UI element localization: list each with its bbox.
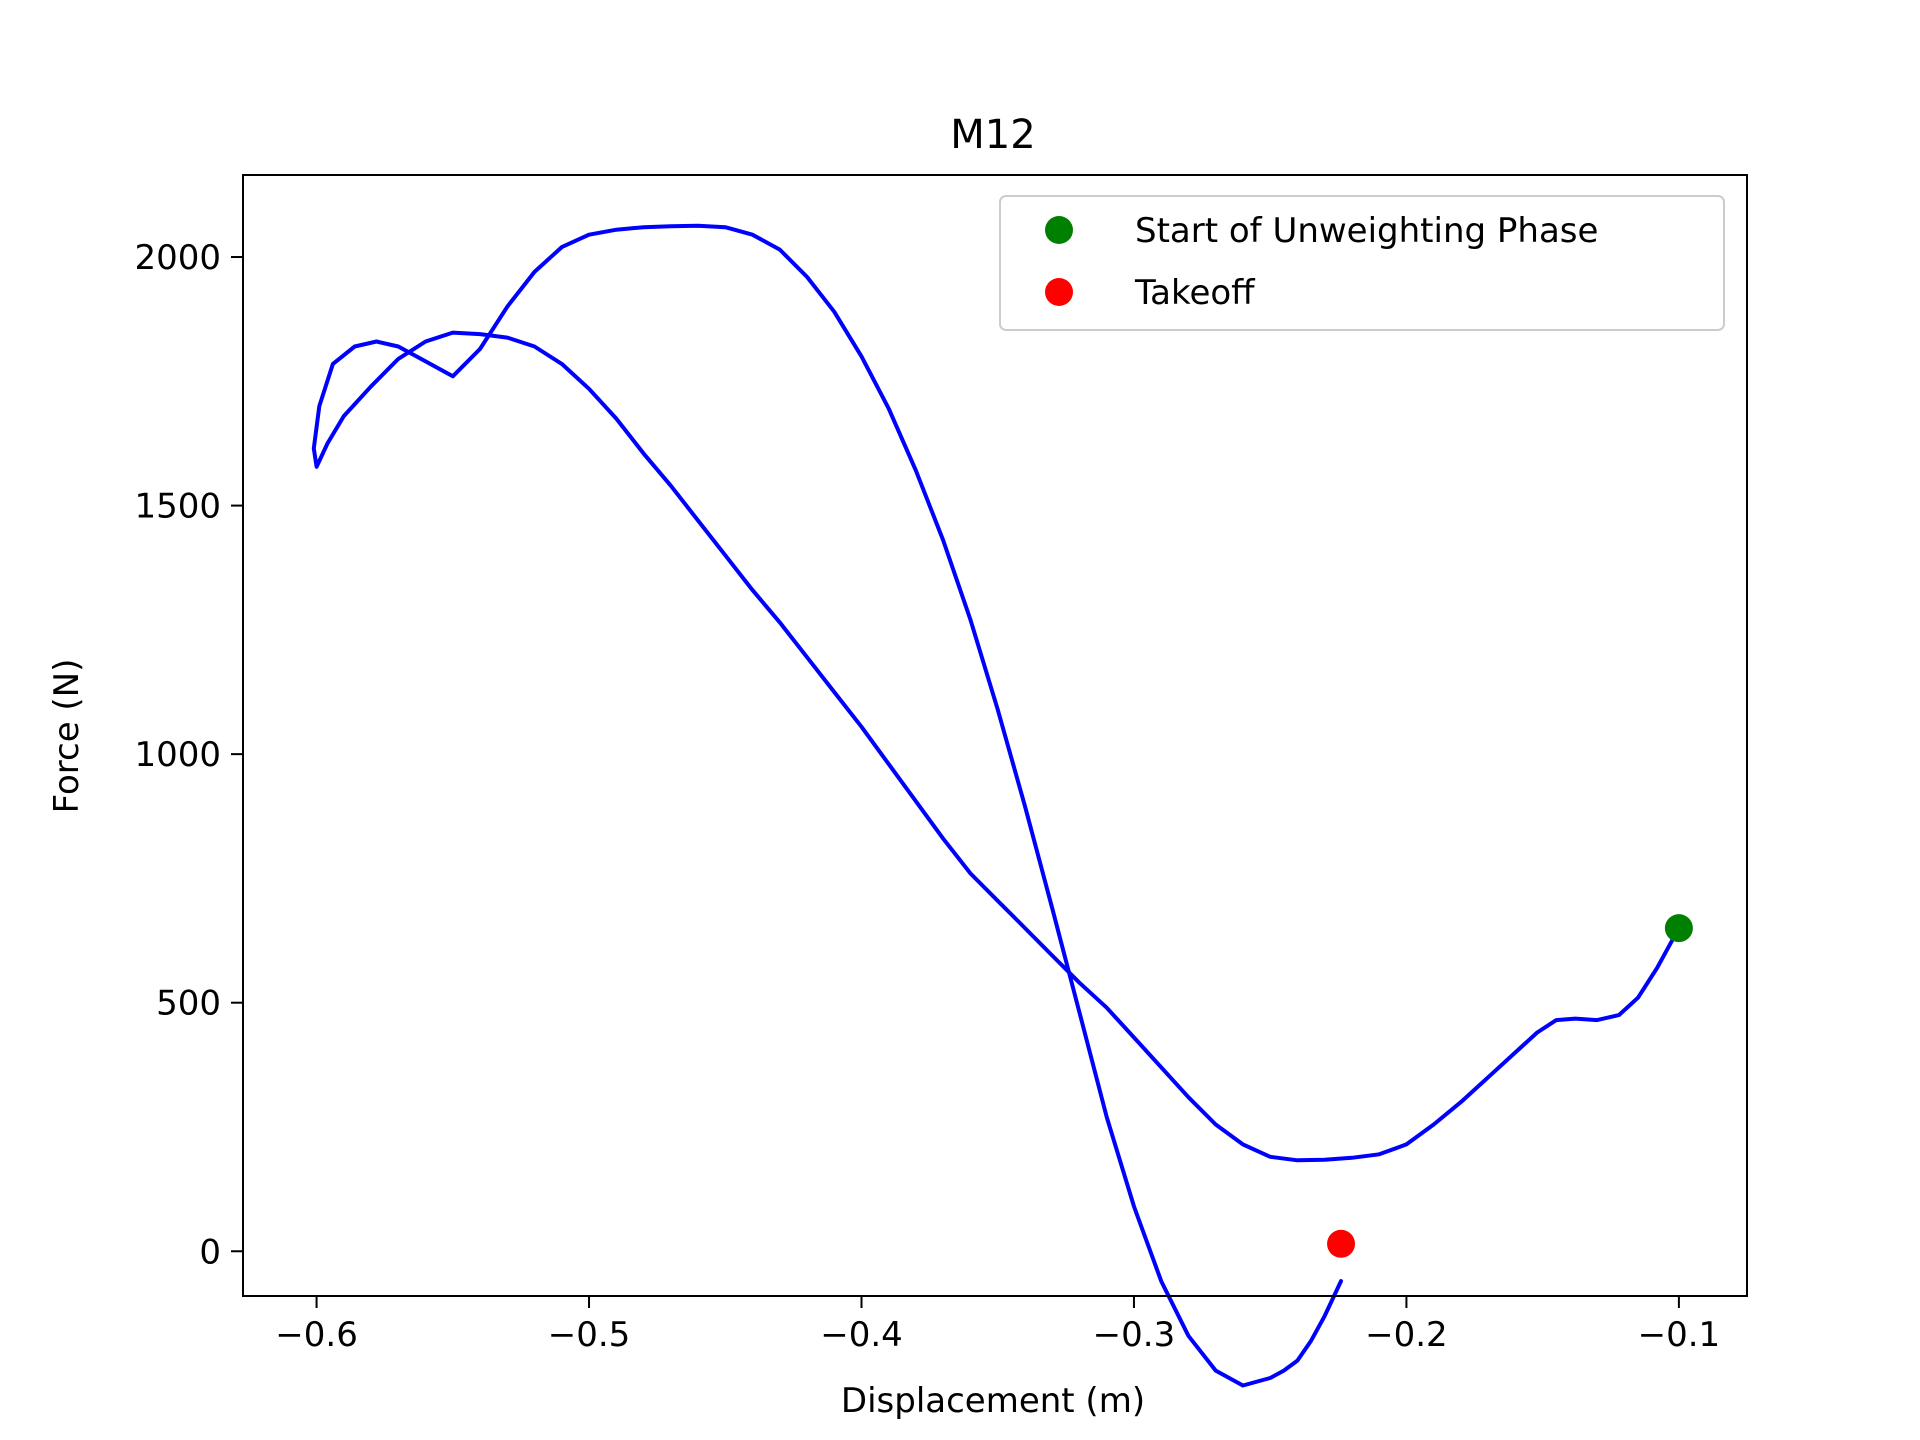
y-tick-label: 1000 <box>134 735 221 775</box>
legend-marker-takeoff <box>1045 278 1073 306</box>
plot-area <box>242 174 1748 1388</box>
axes-background <box>243 175 1747 1296</box>
legend-label-takeoff: Takeoff <box>1134 273 1256 313</box>
force-displacement-curve <box>311 223 1681 1388</box>
x-axis-label: Displacement (m) <box>841 1381 1145 1421</box>
x-tick-label: −0.3 <box>1093 1315 1176 1355</box>
x-tick-label: −0.1 <box>1638 1315 1721 1355</box>
x-tick-label: −0.6 <box>275 1315 358 1355</box>
y-tick-label: 500 <box>156 984 221 1024</box>
marker-takeoff <box>1327 1229 1356 1258</box>
legend-label-unweighting: Start of Unweighting Phase <box>1135 211 1598 251</box>
y-axis-label: Force (N) <box>47 659 87 814</box>
y-tick-label: 2000 <box>134 238 221 278</box>
axes-frame <box>242 174 1748 1297</box>
legend-frame <box>999 195 1725 331</box>
y-axis-ticks: 0 500 1000 1500 2000 <box>134 238 243 1272</box>
marker-layer <box>1327 914 1693 1258</box>
chart-title: M12 <box>950 112 1035 158</box>
x-axis-ticks: −0.6 −0.5 −0.4 −0.3 −0.2 −0.1 <box>275 1296 1720 1355</box>
x-tick-label: −0.5 <box>548 1315 631 1355</box>
marker-start-of-unweighting <box>1664 914 1693 943</box>
legend-marker-unweighting <box>1045 216 1073 244</box>
y-tick-label: 1500 <box>134 487 221 527</box>
x-tick-label: −0.4 <box>820 1315 903 1355</box>
legend: Start of Unweighting Phase Takeoff <box>999 195 1725 331</box>
y-tick-label: 0 <box>199 1232 221 1272</box>
series-layer <box>311 223 1681 1388</box>
x-tick-label: −0.2 <box>1365 1315 1448 1355</box>
